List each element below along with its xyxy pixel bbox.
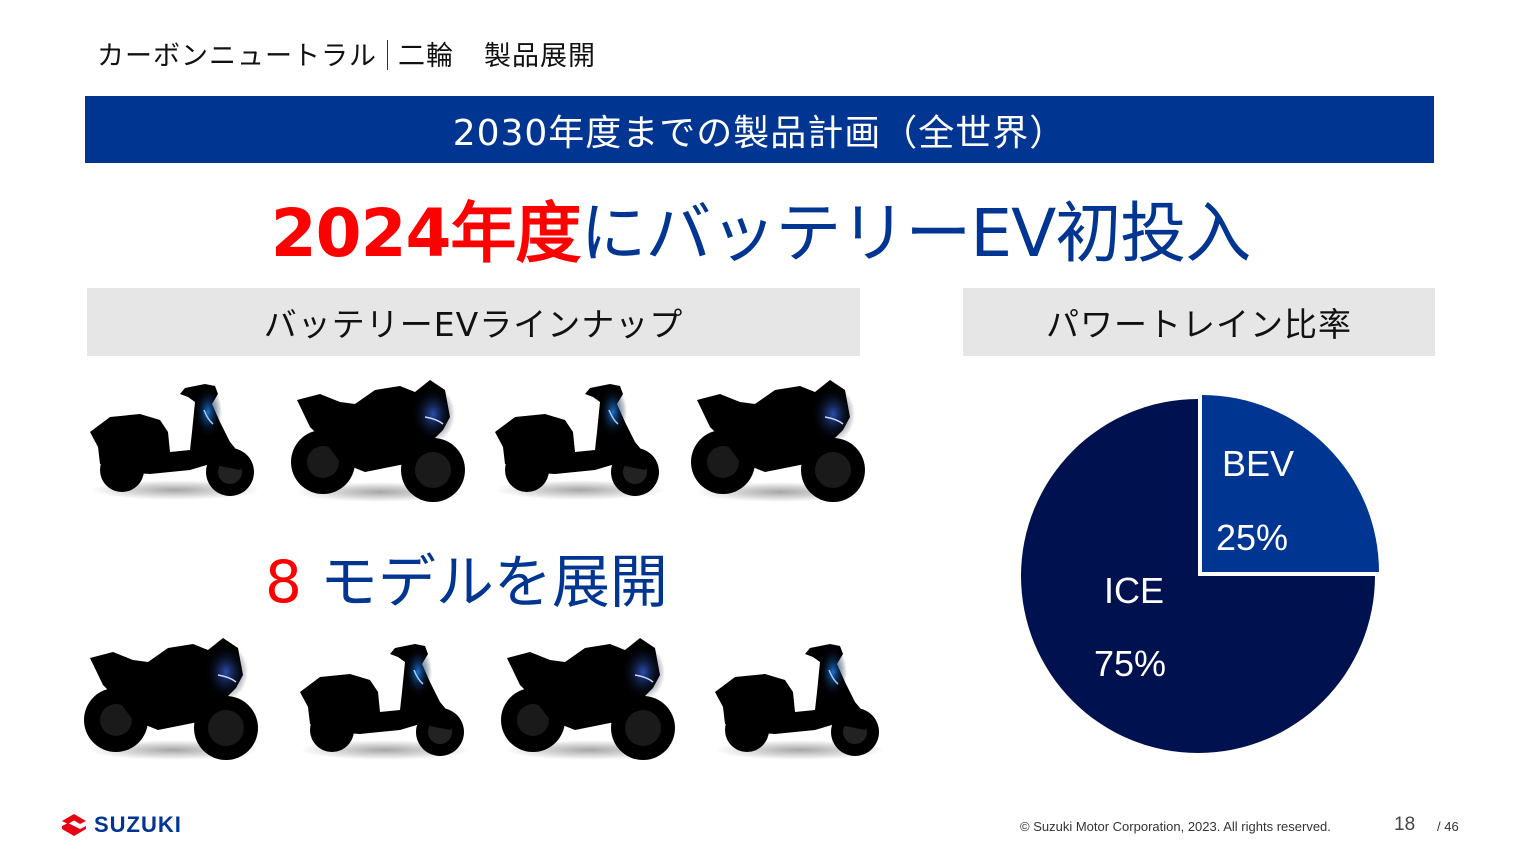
headline-rest: にバッテリーEV初投入 (580, 195, 1251, 272)
sport-bike-silhouette-icon (78, 630, 258, 770)
scooter-silhouette-icon (290, 632, 470, 772)
lineup-heading: バッテリーEVラインナップ (87, 288, 860, 356)
model-count-text: モデルを展開 (319, 548, 668, 616)
model-count-number: 8 (265, 548, 302, 616)
pie-slice-bev (1202, 395, 1379, 572)
pie-slice-ice (1021, 399, 1375, 753)
suzuki-logo-text: SUZUKI (94, 812, 182, 837)
headline: 2024年度にバッテリーEV初投入 (0, 180, 1521, 272)
bev-percent: 25% (1216, 517, 1289, 558)
ice-percent: 75% (1094, 643, 1167, 684)
banner-text: 2030年度までの製品計画（全世界） (452, 112, 1067, 154)
scooter-silhouette-icon (705, 632, 885, 772)
page-total: / 46 (1437, 819, 1459, 834)
powertrain-pie-chart: BEV 25% ICE 75% (1010, 385, 1390, 765)
scooter-silhouette-icon (80, 372, 260, 512)
page-number: 18 (1394, 814, 1416, 835)
headline-highlight: 2024年度 (270, 195, 582, 272)
slide-title: カーボンニュートラル 二輪 製品展開 (97, 34, 596, 73)
model-count: 8 モデルを展開 (265, 535, 668, 619)
sport-bike-silhouette-icon (285, 372, 465, 512)
plan-banner: 2030年度までの製品計画（全世界） (85, 96, 1434, 163)
title-category: 二輪 (398, 41, 454, 72)
ratio-heading-text: パワートレイン比率 (1046, 305, 1352, 344)
copyright: © Suzuki Motor Corporation, 2023. All ri… (1020, 819, 1331, 834)
suzuki-s-mark-icon (62, 814, 86, 836)
title-separator (387, 40, 388, 70)
suzuki-logo: SUZUKI (60, 812, 182, 838)
sport-bike-silhouette-icon (685, 372, 865, 512)
bev-label: BEV (1222, 443, 1295, 484)
title-main: カーボンニュートラル (97, 41, 377, 72)
sport-bike-silhouette-icon (495, 630, 675, 770)
title-topic: 製品展開 (484, 41, 596, 72)
lineup-heading-text: バッテリーEVラインナップ (263, 305, 684, 344)
scooter-silhouette-icon (485, 372, 665, 512)
ratio-heading: パワートレイン比率 (963, 288, 1435, 356)
ice-label: ICE (1104, 570, 1165, 611)
